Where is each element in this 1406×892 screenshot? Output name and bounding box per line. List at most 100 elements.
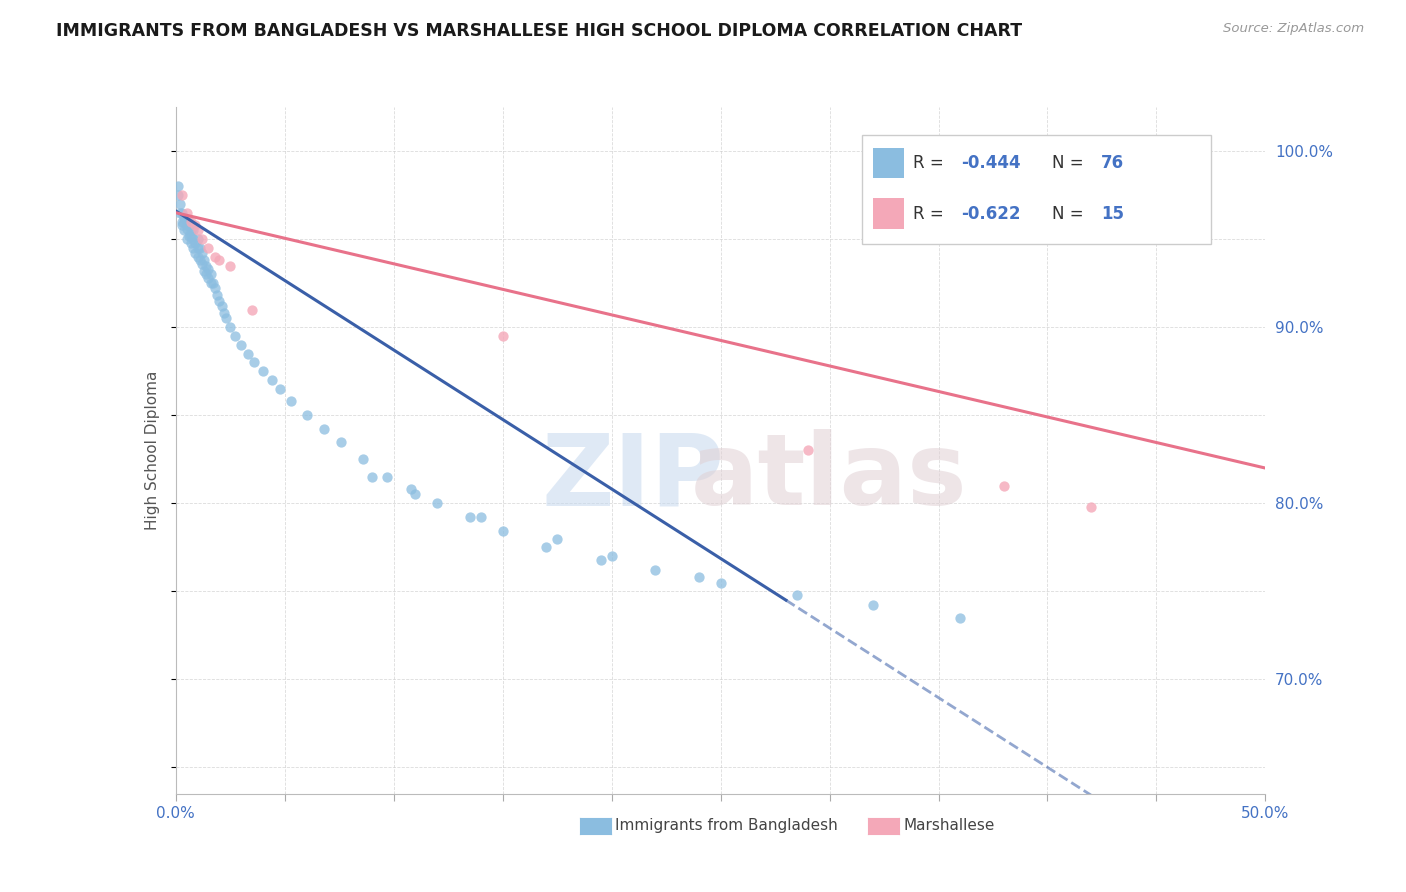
Point xyxy=(176,205,198,219)
Point xyxy=(219,259,242,273)
Point xyxy=(688,570,710,584)
Point xyxy=(173,214,195,228)
Point xyxy=(862,599,884,613)
Point xyxy=(172,214,194,228)
Point xyxy=(177,214,200,228)
Text: -0.622: -0.622 xyxy=(962,204,1021,223)
Text: N =: N = xyxy=(1052,154,1090,172)
Point xyxy=(212,306,235,320)
Point xyxy=(211,299,233,313)
Point xyxy=(236,346,259,360)
Point xyxy=(186,250,209,264)
Point xyxy=(195,259,218,273)
Point xyxy=(204,250,226,264)
Point xyxy=(177,228,200,243)
Point xyxy=(360,470,382,484)
Point xyxy=(295,409,318,423)
Point xyxy=(1080,500,1102,514)
Point xyxy=(186,223,209,237)
Point xyxy=(186,232,209,246)
Point xyxy=(492,329,515,343)
Point xyxy=(219,320,242,334)
Point xyxy=(184,246,207,260)
FancyBboxPatch shape xyxy=(862,135,1211,244)
Point xyxy=(176,232,198,246)
Point xyxy=(176,218,198,232)
Point xyxy=(260,373,283,387)
Point xyxy=(224,329,246,343)
Text: 15: 15 xyxy=(1101,204,1123,223)
Text: IMMIGRANTS FROM BANGLADESH VS MARSHALLESE HIGH SCHOOL DIPLOMA CORRELATION CHART: IMMIGRANTS FROM BANGLADESH VS MARSHALLES… xyxy=(56,22,1022,40)
Point xyxy=(243,355,266,369)
Point xyxy=(534,541,557,555)
Point xyxy=(600,549,623,563)
Point xyxy=(993,478,1015,492)
Text: Immigrants from Bangladesh: Immigrants from Bangladesh xyxy=(614,819,838,833)
Point xyxy=(215,311,238,326)
Point xyxy=(169,205,191,219)
Point xyxy=(176,221,198,235)
Point xyxy=(167,188,190,202)
Point xyxy=(280,394,302,409)
Point xyxy=(195,268,218,282)
Point xyxy=(240,302,263,317)
Text: R =: R = xyxy=(912,204,949,223)
Point xyxy=(231,338,253,352)
Point xyxy=(186,241,209,255)
Point xyxy=(197,241,219,255)
Text: ZIP: ZIP xyxy=(541,429,725,526)
Point xyxy=(710,575,733,590)
Point xyxy=(172,205,194,219)
Text: Marshallese: Marshallese xyxy=(903,819,994,833)
Point xyxy=(188,241,211,255)
Point xyxy=(184,218,207,232)
Point xyxy=(546,532,568,546)
Point xyxy=(172,188,194,202)
Point xyxy=(426,496,449,510)
Point xyxy=(330,434,353,449)
Point xyxy=(181,241,204,255)
Y-axis label: High School Diploma: High School Diploma xyxy=(145,371,160,530)
Point xyxy=(589,552,612,566)
Point xyxy=(949,611,972,625)
Point xyxy=(399,482,422,496)
Point xyxy=(180,223,202,237)
Point xyxy=(173,223,195,237)
Text: 76: 76 xyxy=(1101,154,1125,172)
Point xyxy=(200,276,222,290)
Point xyxy=(173,211,195,225)
Point xyxy=(375,470,398,484)
Point xyxy=(208,293,231,308)
Text: Source: ZipAtlas.com: Source: ZipAtlas.com xyxy=(1223,22,1364,36)
Point xyxy=(205,288,228,302)
Point xyxy=(197,262,219,277)
Point xyxy=(208,253,231,268)
Point xyxy=(184,235,207,250)
Point xyxy=(312,422,335,436)
Point xyxy=(191,257,214,271)
Point xyxy=(405,487,427,501)
Point xyxy=(188,253,211,268)
Point xyxy=(193,264,215,278)
Bar xyxy=(873,148,904,178)
Point xyxy=(352,452,374,467)
Point xyxy=(796,443,818,458)
Point xyxy=(197,271,219,285)
Text: -0.444: -0.444 xyxy=(962,154,1021,172)
Point xyxy=(191,246,214,260)
Point xyxy=(786,588,808,602)
Point xyxy=(169,197,191,211)
Text: N =: N = xyxy=(1052,204,1090,223)
Point xyxy=(458,510,481,524)
Bar xyxy=(873,198,904,229)
Point xyxy=(470,510,492,524)
Point xyxy=(200,268,222,282)
Text: atlas: atlas xyxy=(692,429,967,526)
Point xyxy=(193,253,215,268)
Point xyxy=(644,563,666,577)
Point xyxy=(181,232,204,246)
Point xyxy=(191,232,214,246)
Point xyxy=(269,382,291,396)
Point xyxy=(172,218,194,232)
Text: R =: R = xyxy=(912,154,949,172)
